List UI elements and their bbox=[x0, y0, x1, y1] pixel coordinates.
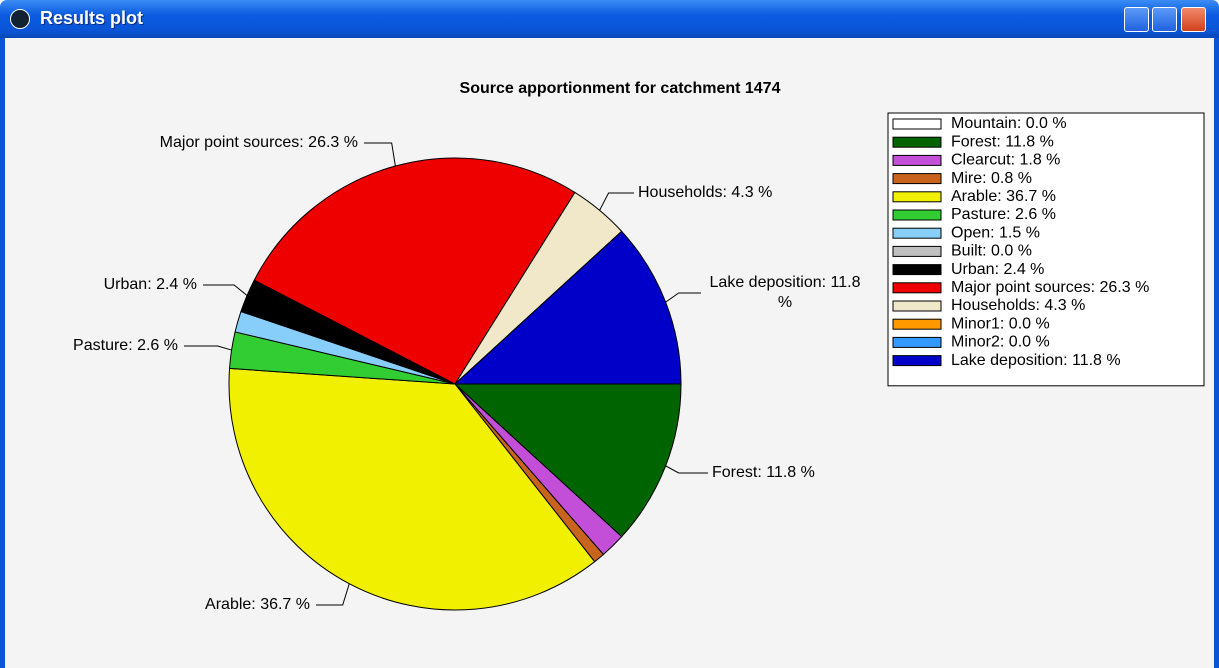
app-icon bbox=[10, 9, 30, 29]
legend-swatch bbox=[892, 318, 942, 330]
pie-slice bbox=[228, 367, 596, 611]
title-bar: Results plot bbox=[0, 0, 1219, 38]
leader-line bbox=[203, 284, 248, 296]
close-button[interactable] bbox=[1181, 7, 1206, 32]
leader-line bbox=[364, 142, 396, 167]
pie-slice bbox=[453, 383, 682, 538]
legend-label: Mire: 0.8 % bbox=[951, 170, 1032, 187]
legend-label: Mountain: 0.0 % bbox=[951, 115, 1067, 132]
legend-label: Urban: 2.4 % bbox=[951, 261, 1044, 278]
window-frame bbox=[0, 38, 5, 668]
maximize-button[interactable] bbox=[1152, 7, 1177, 32]
legend-label: Minor1: 0.0 % bbox=[951, 315, 1050, 332]
legend-swatch bbox=[892, 209, 942, 221]
legend-swatch bbox=[892, 191, 942, 203]
leader-line bbox=[316, 583, 350, 606]
legend-label: Forest: 11.8 % bbox=[951, 133, 1054, 150]
legend-swatch bbox=[892, 355, 942, 367]
legend-label: Clearcut: 1.8 % bbox=[951, 152, 1060, 169]
slice-label: Pasture: 2.6 % bbox=[73, 337, 178, 354]
legend-label: Lake deposition: 11.8 % bbox=[951, 352, 1121, 369]
leader-line bbox=[665, 292, 701, 303]
legend-swatch bbox=[892, 227, 942, 239]
legend-swatch bbox=[892, 336, 942, 348]
pie-slice bbox=[453, 230, 682, 385]
legend-swatch bbox=[892, 118, 942, 130]
slice-label: Arable: 36.7 % bbox=[205, 596, 310, 613]
legend-swatch bbox=[892, 300, 942, 312]
chart-title: Source apportionment for catchment 1474 bbox=[460, 80, 781, 97]
slice-label: Major point sources: 26.3 % bbox=[159, 134, 358, 151]
legend-swatch bbox=[892, 264, 942, 276]
legend-swatch bbox=[892, 173, 942, 185]
minimize-button[interactable] bbox=[1124, 7, 1149, 32]
slice-label: Urban: 2.4 % bbox=[103, 276, 197, 293]
legend-label: Minor2: 0.0 % bbox=[951, 334, 1050, 351]
legend-swatch bbox=[892, 154, 942, 166]
slice-label: Lake deposition: 11.8 % bbox=[709, 274, 861, 311]
legend-swatch bbox=[892, 282, 942, 294]
window-frame bbox=[1214, 38, 1219, 668]
legend-label: Pasture: 2.6 % bbox=[951, 206, 1056, 223]
leader-line bbox=[599, 192, 634, 211]
legend-label: Arable: 36.7 % bbox=[951, 188, 1056, 205]
legend-swatch bbox=[892, 245, 942, 257]
legend-label: Major point sources: 26.3 % bbox=[951, 279, 1149, 296]
legend-swatch bbox=[892, 136, 942, 148]
window-title: Results plot bbox=[40, 8, 144, 28]
leader-line bbox=[665, 465, 708, 474]
leader-line bbox=[184, 345, 232, 351]
slice-label: Households: 4.3 % bbox=[638, 184, 773, 201]
legend-label: Households: 4.3 % bbox=[951, 297, 1085, 314]
legend-label: Open: 1.5 % bbox=[951, 224, 1040, 241]
slice-label: Forest: 11.8 % bbox=[712, 464, 815, 481]
legend-label: Built: 0.0 % bbox=[951, 243, 1032, 260]
